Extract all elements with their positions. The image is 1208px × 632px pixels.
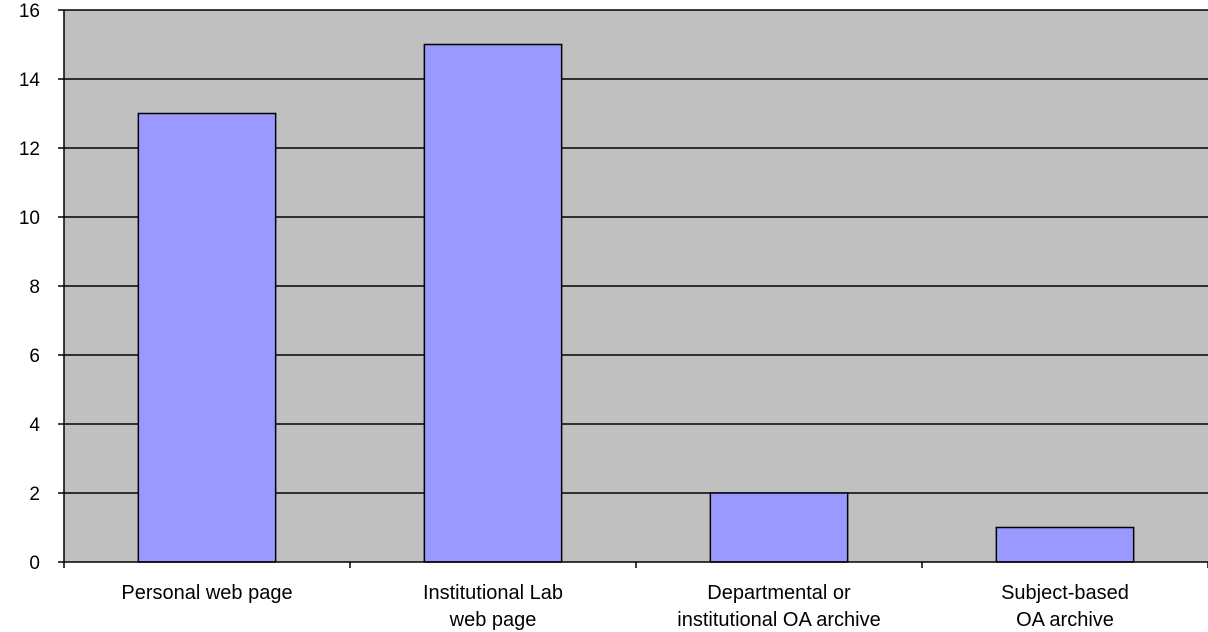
x-category-label-line: web page (449, 609, 537, 631)
x-category-label: Subject-based OA archive (1001, 582, 1129, 631)
bar (709, 492, 849, 563)
x-category-label: Personal web page (121, 582, 292, 604)
x-tick-labels: Personal web page Institutional Lab web pa… (121, 582, 1129, 631)
bar (423, 43, 563, 563)
bar (995, 526, 1135, 563)
y-tick-label: 8 (29, 277, 40, 298)
x-category-label-line: Institutional Lab (423, 582, 563, 604)
y-tick-label: 6 (29, 346, 40, 367)
x-category-label: Institutional Lab web page (423, 582, 563, 631)
y-tick-labels: 0 2 4 6 8 10 12 14 16 (19, 1, 41, 574)
x-category-label-line: Personal web page (121, 582, 292, 604)
x-category-label-line: OA archive (1016, 609, 1114, 631)
x-category-label-line: Departmental or (707, 582, 851, 604)
bars (137, 43, 1135, 563)
y-tick-label: 12 (19, 139, 40, 160)
y-tick-label: 4 (29, 415, 40, 436)
x-category-label-line: Subject-based (1001, 582, 1129, 604)
x-category-label-line: institutional OA archive (677, 609, 880, 631)
x-category-label: Departmental or institutional OA archive (677, 582, 880, 631)
y-tick-label: 2 (29, 484, 40, 505)
y-tick-label: 10 (19, 208, 40, 229)
axes (58, 9, 1208, 568)
y-tick-label: 16 (19, 1, 40, 22)
bar (137, 112, 277, 563)
y-tick-label: 0 (29, 553, 40, 574)
y-tick-label: 14 (19, 70, 41, 91)
